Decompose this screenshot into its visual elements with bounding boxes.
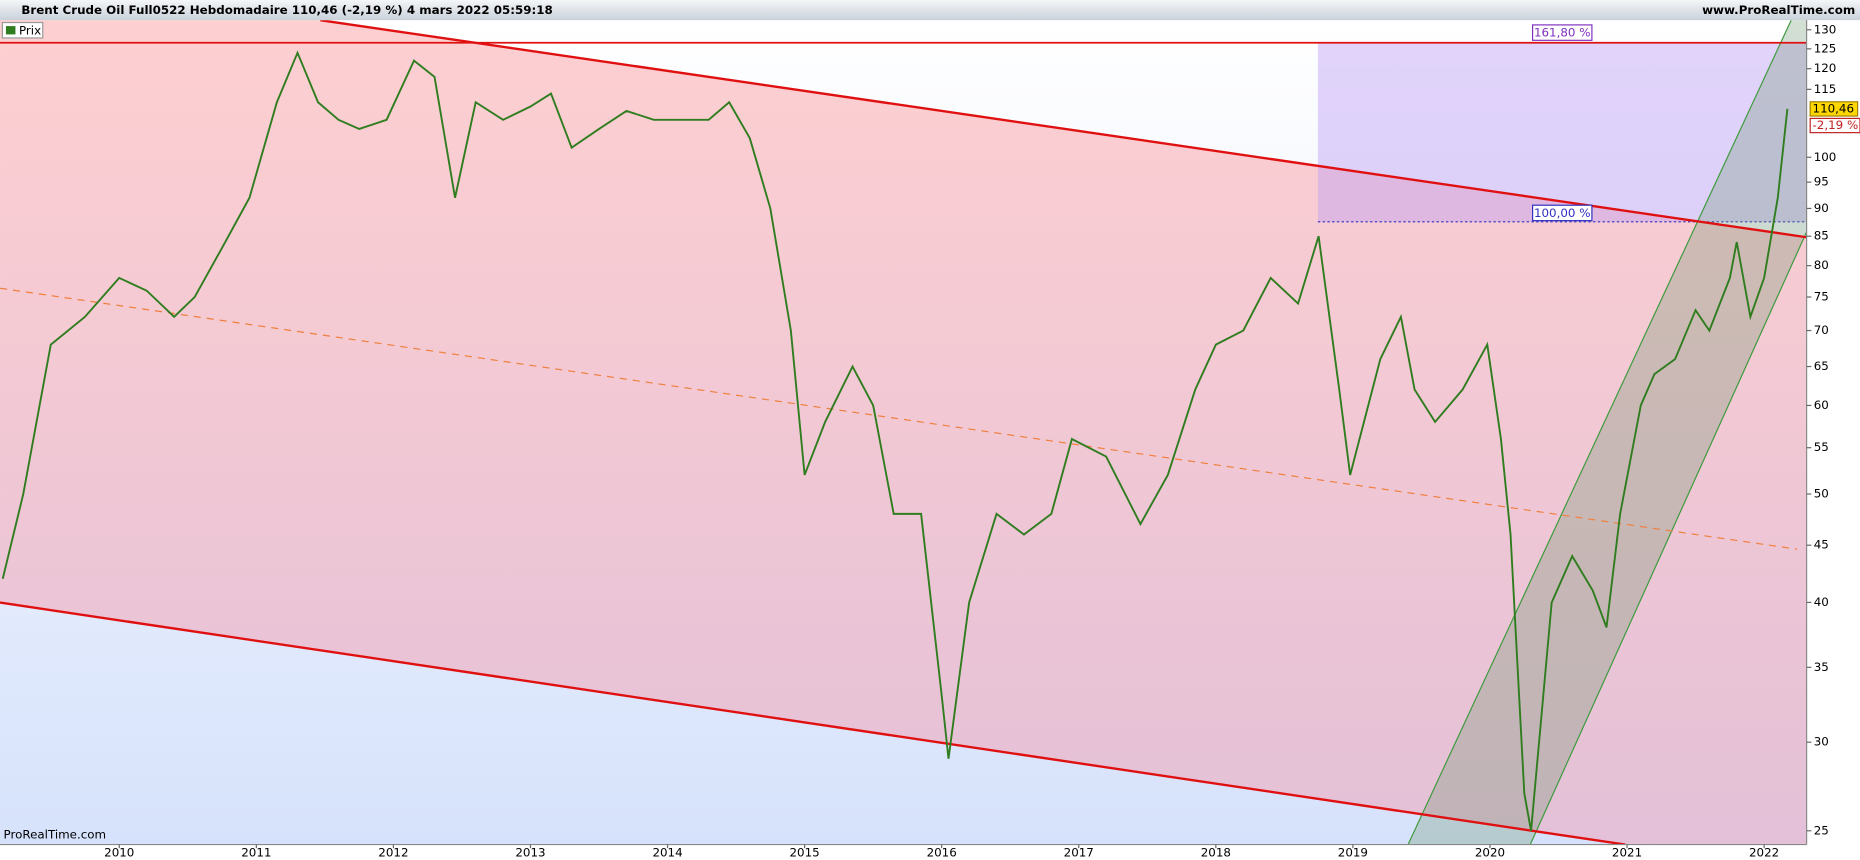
x-tick-label: 2014 bbox=[652, 845, 682, 859]
legend-swatch bbox=[5, 26, 16, 35]
y-tick-label: 100 bbox=[1814, 150, 1837, 164]
y-tick-label: 45 bbox=[1814, 538, 1829, 552]
green-channel-line bbox=[1407, 20, 1792, 845]
x-tick-label: 2017 bbox=[1064, 845, 1094, 859]
x-tick-label: 2011 bbox=[241, 845, 271, 859]
x-tick-label: 2016 bbox=[927, 845, 957, 859]
y-tick-label: 50 bbox=[1814, 487, 1829, 501]
y-tick-label: 90 bbox=[1814, 201, 1829, 215]
trend-channel bbox=[0, 20, 1807, 845]
header-title: Brent Crude Oil Full0522 Hebdomadaire 11… bbox=[21, 3, 552, 17]
x-tick-label: 2021 bbox=[1612, 845, 1642, 859]
header-bar bbox=[0, 0, 1860, 21]
x-tick-label: 2015 bbox=[790, 845, 820, 859]
x-tick-label: 2022 bbox=[1749, 845, 1779, 859]
y-tick-label: 55 bbox=[1814, 440, 1829, 454]
y-tick-label: 115 bbox=[1814, 82, 1837, 96]
watermark: ProRealTime.com bbox=[4, 828, 107, 842]
y-tick-label: 85 bbox=[1814, 229, 1829, 243]
trend-line bbox=[0, 601, 1626, 845]
y-tick-label: 40 bbox=[1814, 595, 1829, 609]
x-tick-label: 2010 bbox=[104, 845, 134, 859]
series-layer bbox=[1, 50, 1789, 831]
y-tick-label: 65 bbox=[1814, 359, 1829, 373]
annotation: 100,00 % bbox=[1534, 206, 1591, 220]
x-tick-label: 2013 bbox=[515, 845, 545, 859]
green-channel bbox=[1408, 20, 1807, 845]
last-price-label: 110,46 bbox=[1813, 101, 1855, 115]
y-tick-label: 80 bbox=[1814, 258, 1829, 272]
y-tick-label: 30 bbox=[1814, 735, 1829, 749]
change-label: -2,19 % bbox=[1813, 118, 1859, 132]
price-line bbox=[1, 50, 1789, 831]
trend-line bbox=[320, 20, 1807, 239]
legend-label: Prix bbox=[19, 23, 41, 37]
y-tick-label: 70 bbox=[1814, 323, 1829, 337]
y-tick-label: 95 bbox=[1814, 175, 1829, 189]
x-tick-label: 2012 bbox=[378, 845, 408, 859]
y-tick-label: 125 bbox=[1814, 41, 1837, 55]
y-tick-label: 25 bbox=[1814, 823, 1829, 837]
source: www.ProRealTime.com bbox=[1702, 3, 1855, 17]
plot-area bbox=[0, 20, 1807, 845]
x-tick-label: 2019 bbox=[1338, 845, 1368, 859]
annotation-box bbox=[1531, 24, 1593, 41]
y-tick-label: 75 bbox=[1814, 290, 1829, 304]
annotation: 161,80 % bbox=[1534, 26, 1591, 40]
midline bbox=[0, 287, 1798, 550]
fibonacci-zone bbox=[1317, 42, 1807, 222]
last-price-box bbox=[1809, 101, 1859, 117]
y-tick-label: 35 bbox=[1814, 660, 1829, 674]
x-tick-label: 2020 bbox=[1475, 845, 1505, 859]
green-channel-line bbox=[1529, 230, 1807, 845]
x-tick-label: 2018 bbox=[1201, 845, 1231, 859]
y-tick-label: 60 bbox=[1814, 398, 1829, 412]
y-tick-label: 130 bbox=[1814, 22, 1837, 36]
annotation-box bbox=[1531, 204, 1593, 222]
y-tick-label: 120 bbox=[1814, 61, 1837, 75]
